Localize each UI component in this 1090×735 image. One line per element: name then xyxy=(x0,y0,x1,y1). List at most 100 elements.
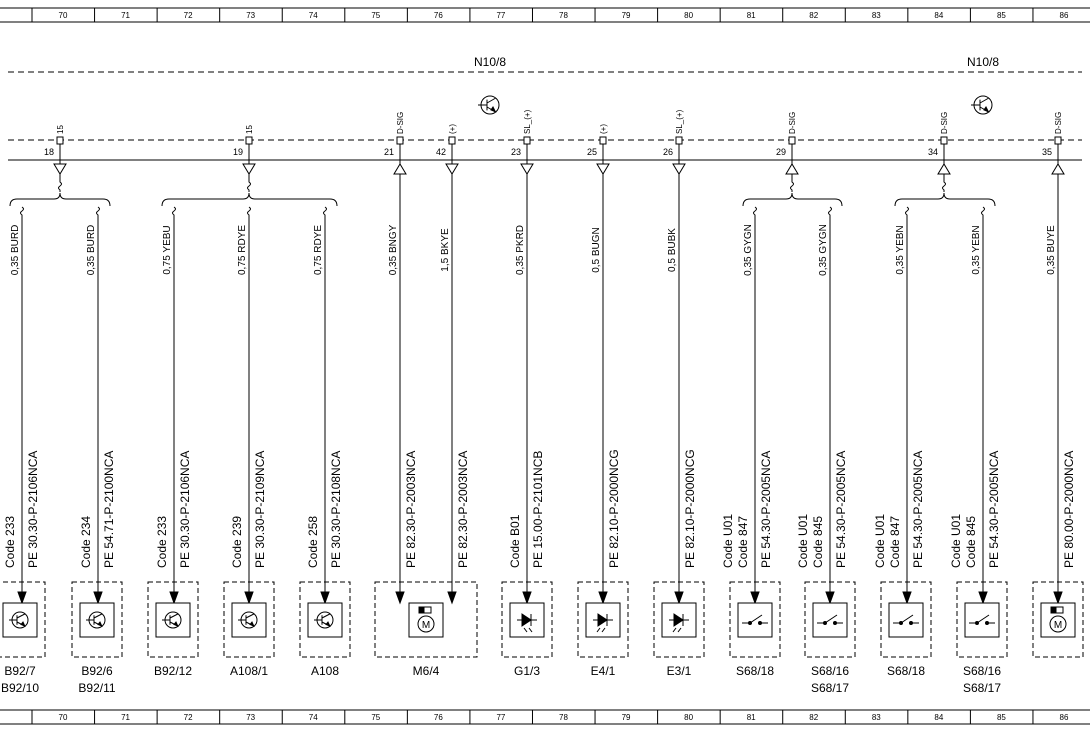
brace xyxy=(9,192,111,207)
wire-arrow xyxy=(902,591,912,605)
wire-code: Code 239 xyxy=(230,516,244,568)
wire-spec: 0,35 BURD xyxy=(10,225,21,276)
pin-number: 25 xyxy=(587,147,597,157)
pin-triangle xyxy=(1051,163,1065,175)
transistor-symbol xyxy=(93,613,103,619)
wire-arrow xyxy=(522,591,532,605)
wire-reference: PE 54.71-P-2100NCA xyxy=(102,451,116,568)
switch-symbol xyxy=(824,614,838,624)
component-label: A108/1 xyxy=(230,664,268,678)
module-label: N10/8 xyxy=(967,55,999,69)
brace xyxy=(161,192,338,207)
wire xyxy=(323,206,327,594)
wire-spec: 0,35 GYGN xyxy=(743,224,754,276)
diode-ray xyxy=(672,627,677,633)
wire-code: Code 847 xyxy=(888,516,902,568)
wire-arrow xyxy=(395,591,405,605)
pin-number: 34 xyxy=(928,147,938,157)
component-label: S68/16 xyxy=(811,664,849,678)
component-box xyxy=(0,581,46,658)
wire-reference: PE 80.00-P-2000NCA xyxy=(1062,451,1076,568)
wire-spec: 0,5 BUGN xyxy=(591,227,602,273)
transistor-symbol xyxy=(983,106,990,113)
ruler-number: 85 xyxy=(997,11,1006,20)
transistor-symbol xyxy=(97,621,103,627)
wire-arrow xyxy=(978,591,988,605)
transistor-symbol xyxy=(321,613,331,619)
wire-reference: PE 54.30-P-2005NCA xyxy=(759,451,773,568)
component-label: B92/7 xyxy=(4,664,36,678)
ruler-number: 71 xyxy=(121,713,130,722)
ruler-number: 78 xyxy=(559,11,568,20)
pin-triangle xyxy=(53,163,67,175)
wire-spec: 0,35 PKRD xyxy=(515,225,526,275)
pin-number: 19 xyxy=(233,147,243,157)
motor-symbol xyxy=(418,606,425,614)
wire-spec: 0,75 RDYE xyxy=(313,225,324,275)
wire-code: Code 845 xyxy=(964,516,978,568)
wire-spec: 0,35 YEBN xyxy=(895,225,906,274)
ruler-number: 84 xyxy=(934,11,943,20)
wire-arrow xyxy=(17,591,27,605)
wire-arrow xyxy=(244,591,254,605)
pin-signal: (+) xyxy=(448,124,457,134)
wire-arrow xyxy=(825,591,835,605)
pin-signal: D-SIG xyxy=(940,112,949,134)
wire xyxy=(753,206,757,594)
transistor-symbol xyxy=(486,97,496,104)
component-label: M6/4 xyxy=(413,664,440,678)
wire-reference: PE 54.30-P-2005NCA xyxy=(911,451,925,568)
pin xyxy=(245,136,253,145)
wire-arrow xyxy=(169,591,179,605)
component-symbol-frame xyxy=(2,602,38,638)
component-label: E4/1 xyxy=(591,664,616,678)
wire-code: Code 847 xyxy=(736,516,750,568)
wire-code: Code U01 xyxy=(796,514,810,568)
component-box xyxy=(653,581,705,658)
component-label: S68/17 xyxy=(811,681,849,695)
pin-number: 21 xyxy=(384,147,394,157)
wire xyxy=(20,206,24,594)
ruler-number: 72 xyxy=(184,713,193,722)
wire-code: Code 258 xyxy=(306,516,320,568)
diode-symbol xyxy=(673,613,684,627)
transistor-symbol xyxy=(245,613,255,619)
wire-code: Code 233 xyxy=(3,516,17,568)
wire-arrow xyxy=(674,591,684,605)
component-label: B92/12 xyxy=(154,664,192,678)
switch-symbol xyxy=(758,621,762,625)
ruler-number: 73 xyxy=(246,11,255,20)
splice xyxy=(942,174,946,192)
switch-symbol xyxy=(748,621,752,625)
ruler-number: 76 xyxy=(434,713,443,722)
component-box xyxy=(804,581,856,658)
ruler-number: 84 xyxy=(934,713,943,722)
ruler-number: 76 xyxy=(434,11,443,20)
pin xyxy=(599,136,607,145)
pin xyxy=(448,136,456,145)
transistor-symbol xyxy=(325,621,331,627)
motor-letter: M xyxy=(422,620,430,631)
pin-triangle xyxy=(672,163,686,175)
diode-ray xyxy=(601,627,606,633)
wire-reference: PE 82.30-P-2003NCA xyxy=(404,451,418,568)
diode-ray xyxy=(528,627,533,633)
pin-number: 42 xyxy=(436,147,446,157)
module-label: N10/8 xyxy=(474,55,506,69)
ruler-number: 72 xyxy=(184,11,193,20)
ruler-number: 83 xyxy=(872,11,881,20)
component-box xyxy=(147,581,199,658)
component-box xyxy=(577,581,629,658)
component-box xyxy=(880,581,932,658)
ruler-number: 77 xyxy=(496,11,505,20)
pin-number: 26 xyxy=(663,147,673,157)
switch-symbol xyxy=(909,621,913,625)
wire-reference: PE 54.30-P-2005NCA xyxy=(834,451,848,568)
pin-signal: SL_(+) xyxy=(675,109,684,134)
transistor-symbol xyxy=(490,106,497,113)
wire-spec: 0,35 BNGY xyxy=(388,224,399,275)
pin-signal: 15 xyxy=(56,125,65,134)
wire xyxy=(96,206,100,594)
wire xyxy=(172,206,176,594)
